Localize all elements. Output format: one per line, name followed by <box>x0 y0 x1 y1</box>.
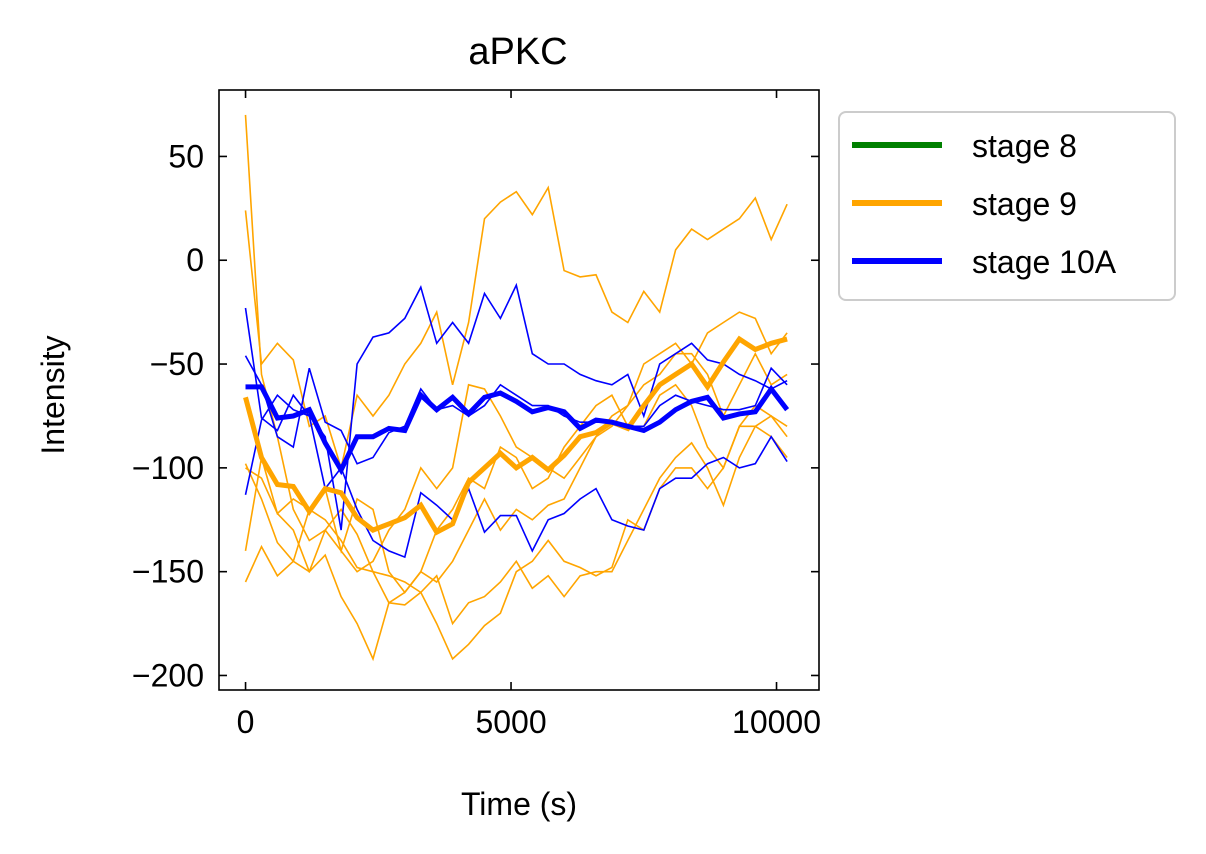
y-tick-label: 0 <box>186 242 204 278</box>
series-line-stage-9-individual-4 <box>244 383 788 604</box>
legend-label-stage-9: stage 9 <box>972 186 1077 222</box>
series-line-stage-9-individual-1 <box>244 185 788 472</box>
y-axis-label: Intensity <box>35 335 71 454</box>
series-line-stage-9-individual-2 <box>244 351 788 594</box>
x-tick-label: 0 <box>237 704 255 740</box>
series-line-stage-10a-individual-7 <box>244 355 788 465</box>
plot-frame <box>218 89 820 691</box>
y-tick-label: −100 <box>132 450 204 486</box>
chart-title: aPKC <box>468 31 567 73</box>
y-tick-label: 50 <box>168 138 204 174</box>
y-tick-label: −150 <box>132 554 204 590</box>
series-line-stage-9-individual-5 <box>244 414 788 626</box>
series-layer <box>243 114 790 662</box>
series-line-stage-10a-individual-8 <box>244 393 788 559</box>
legend-frame <box>838 111 1176 301</box>
series-line-stage-9-mean-9 <box>243 335 788 536</box>
x-tick-label: 5000 <box>475 704 546 740</box>
ticks-layer: 0 5000 10000 50 0 −50 −100 −150 −200 <box>132 90 821 740</box>
series-line-stage-10a-mean-10 <box>245 384 790 476</box>
legend-label-stage-10a: stage 10A <box>972 244 1117 280</box>
y-tick-label: −200 <box>132 657 204 693</box>
legend-label-stage-8: stage 8 <box>972 128 1077 164</box>
series-line-stage-9-individual-0 <box>244 114 788 573</box>
x-axis-label: Time (s) <box>461 786 577 822</box>
series-line-stage-10a-individual-6 <box>244 282 788 531</box>
x-tick-label: 10000 <box>732 704 821 740</box>
legend: stage 8 stage 9 stage 10A <box>838 111 1176 301</box>
series-line-stage-9-individual-3 <box>245 425 788 662</box>
y-tick-label: −50 <box>150 346 204 382</box>
